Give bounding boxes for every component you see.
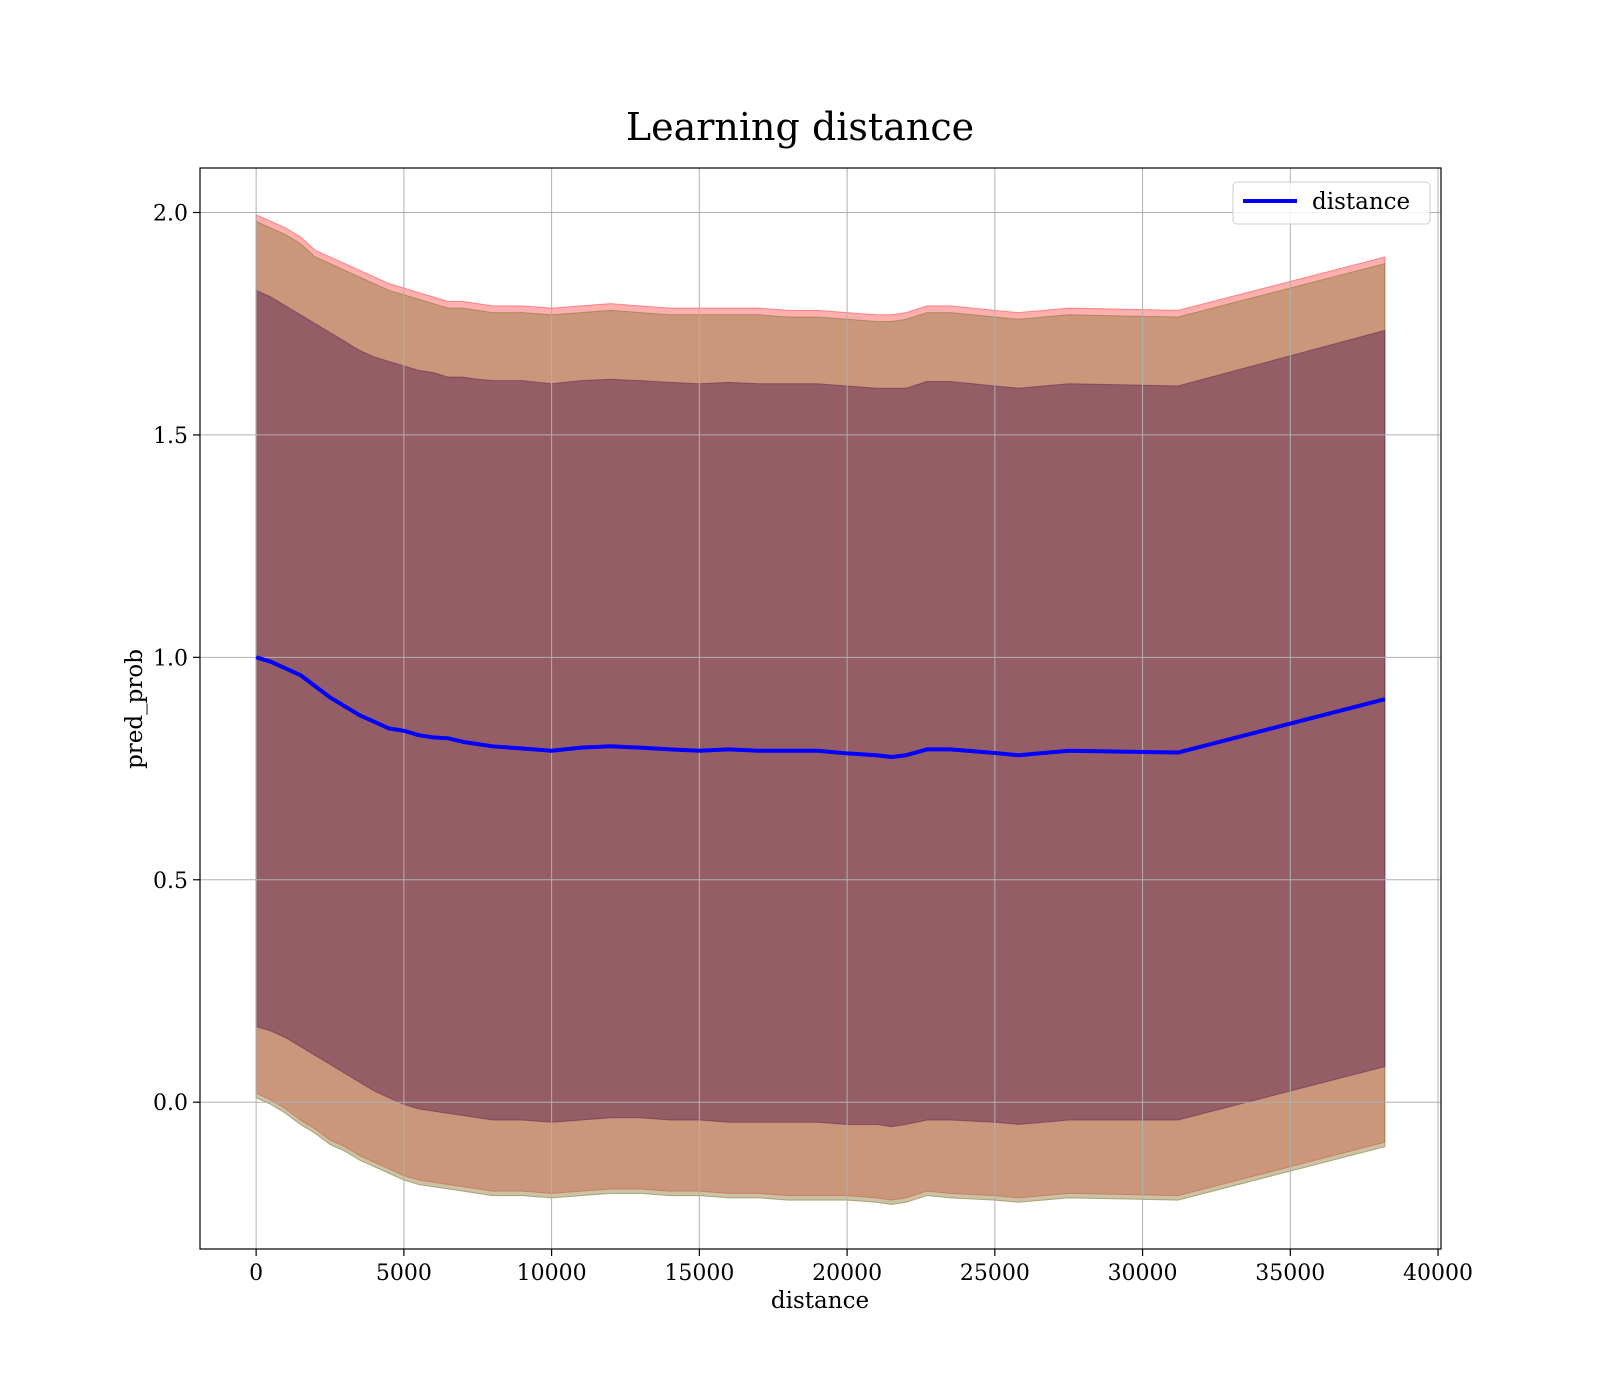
legend-label-distance: distance — [1312, 189, 1410, 215]
chart-title: Learning distance — [626, 105, 974, 149]
series-line-distance — [255, 655, 1386, 759]
x-tick-label: 25000 — [960, 1261, 1030, 1286]
x-tick-label: 15000 — [664, 1261, 734, 1286]
x-tick-label: 35000 — [1255, 1261, 1325, 1286]
x-tick-label: 30000 — [1108, 1261, 1178, 1286]
band-inner — [255, 289, 1386, 1128]
y-tick-label: 0.0 — [153, 1091, 188, 1116]
grid-lines — [200, 168, 1441, 1249]
x-tick-label: 5000 — [376, 1261, 432, 1286]
series-lines — [255, 655, 1386, 759]
plot-frame — [199, 167, 1442, 1250]
confidence-bands — [255, 213, 1386, 1206]
legend: distance — [1232, 181, 1431, 225]
x-axis-label: distance — [771, 1288, 869, 1314]
legend-box — [1232, 181, 1431, 225]
y-axis-label: pred_prob — [122, 649, 148, 769]
y-tick-label: 2.0 — [153, 201, 188, 226]
y-tick-label: 1.0 — [153, 646, 188, 671]
x-tick-label: 40000 — [1403, 1261, 1473, 1286]
x-tick-label: 20000 — [812, 1261, 882, 1286]
y-tick-label: 0.5 — [153, 869, 188, 894]
x-axis-ticks: 0 5000 10000 15000 20000 25000 30000 35000 40000 — [249, 1249, 1473, 1286]
x-tick-label: 10000 — [517, 1261, 587, 1286]
y-tick-label: 1.5 — [153, 424, 188, 449]
x-tick-label: 0 — [249, 1261, 263, 1286]
y-axis-ticks: 0.0 0.5 1.0 1.5 2.0 — [153, 201, 200, 1116]
